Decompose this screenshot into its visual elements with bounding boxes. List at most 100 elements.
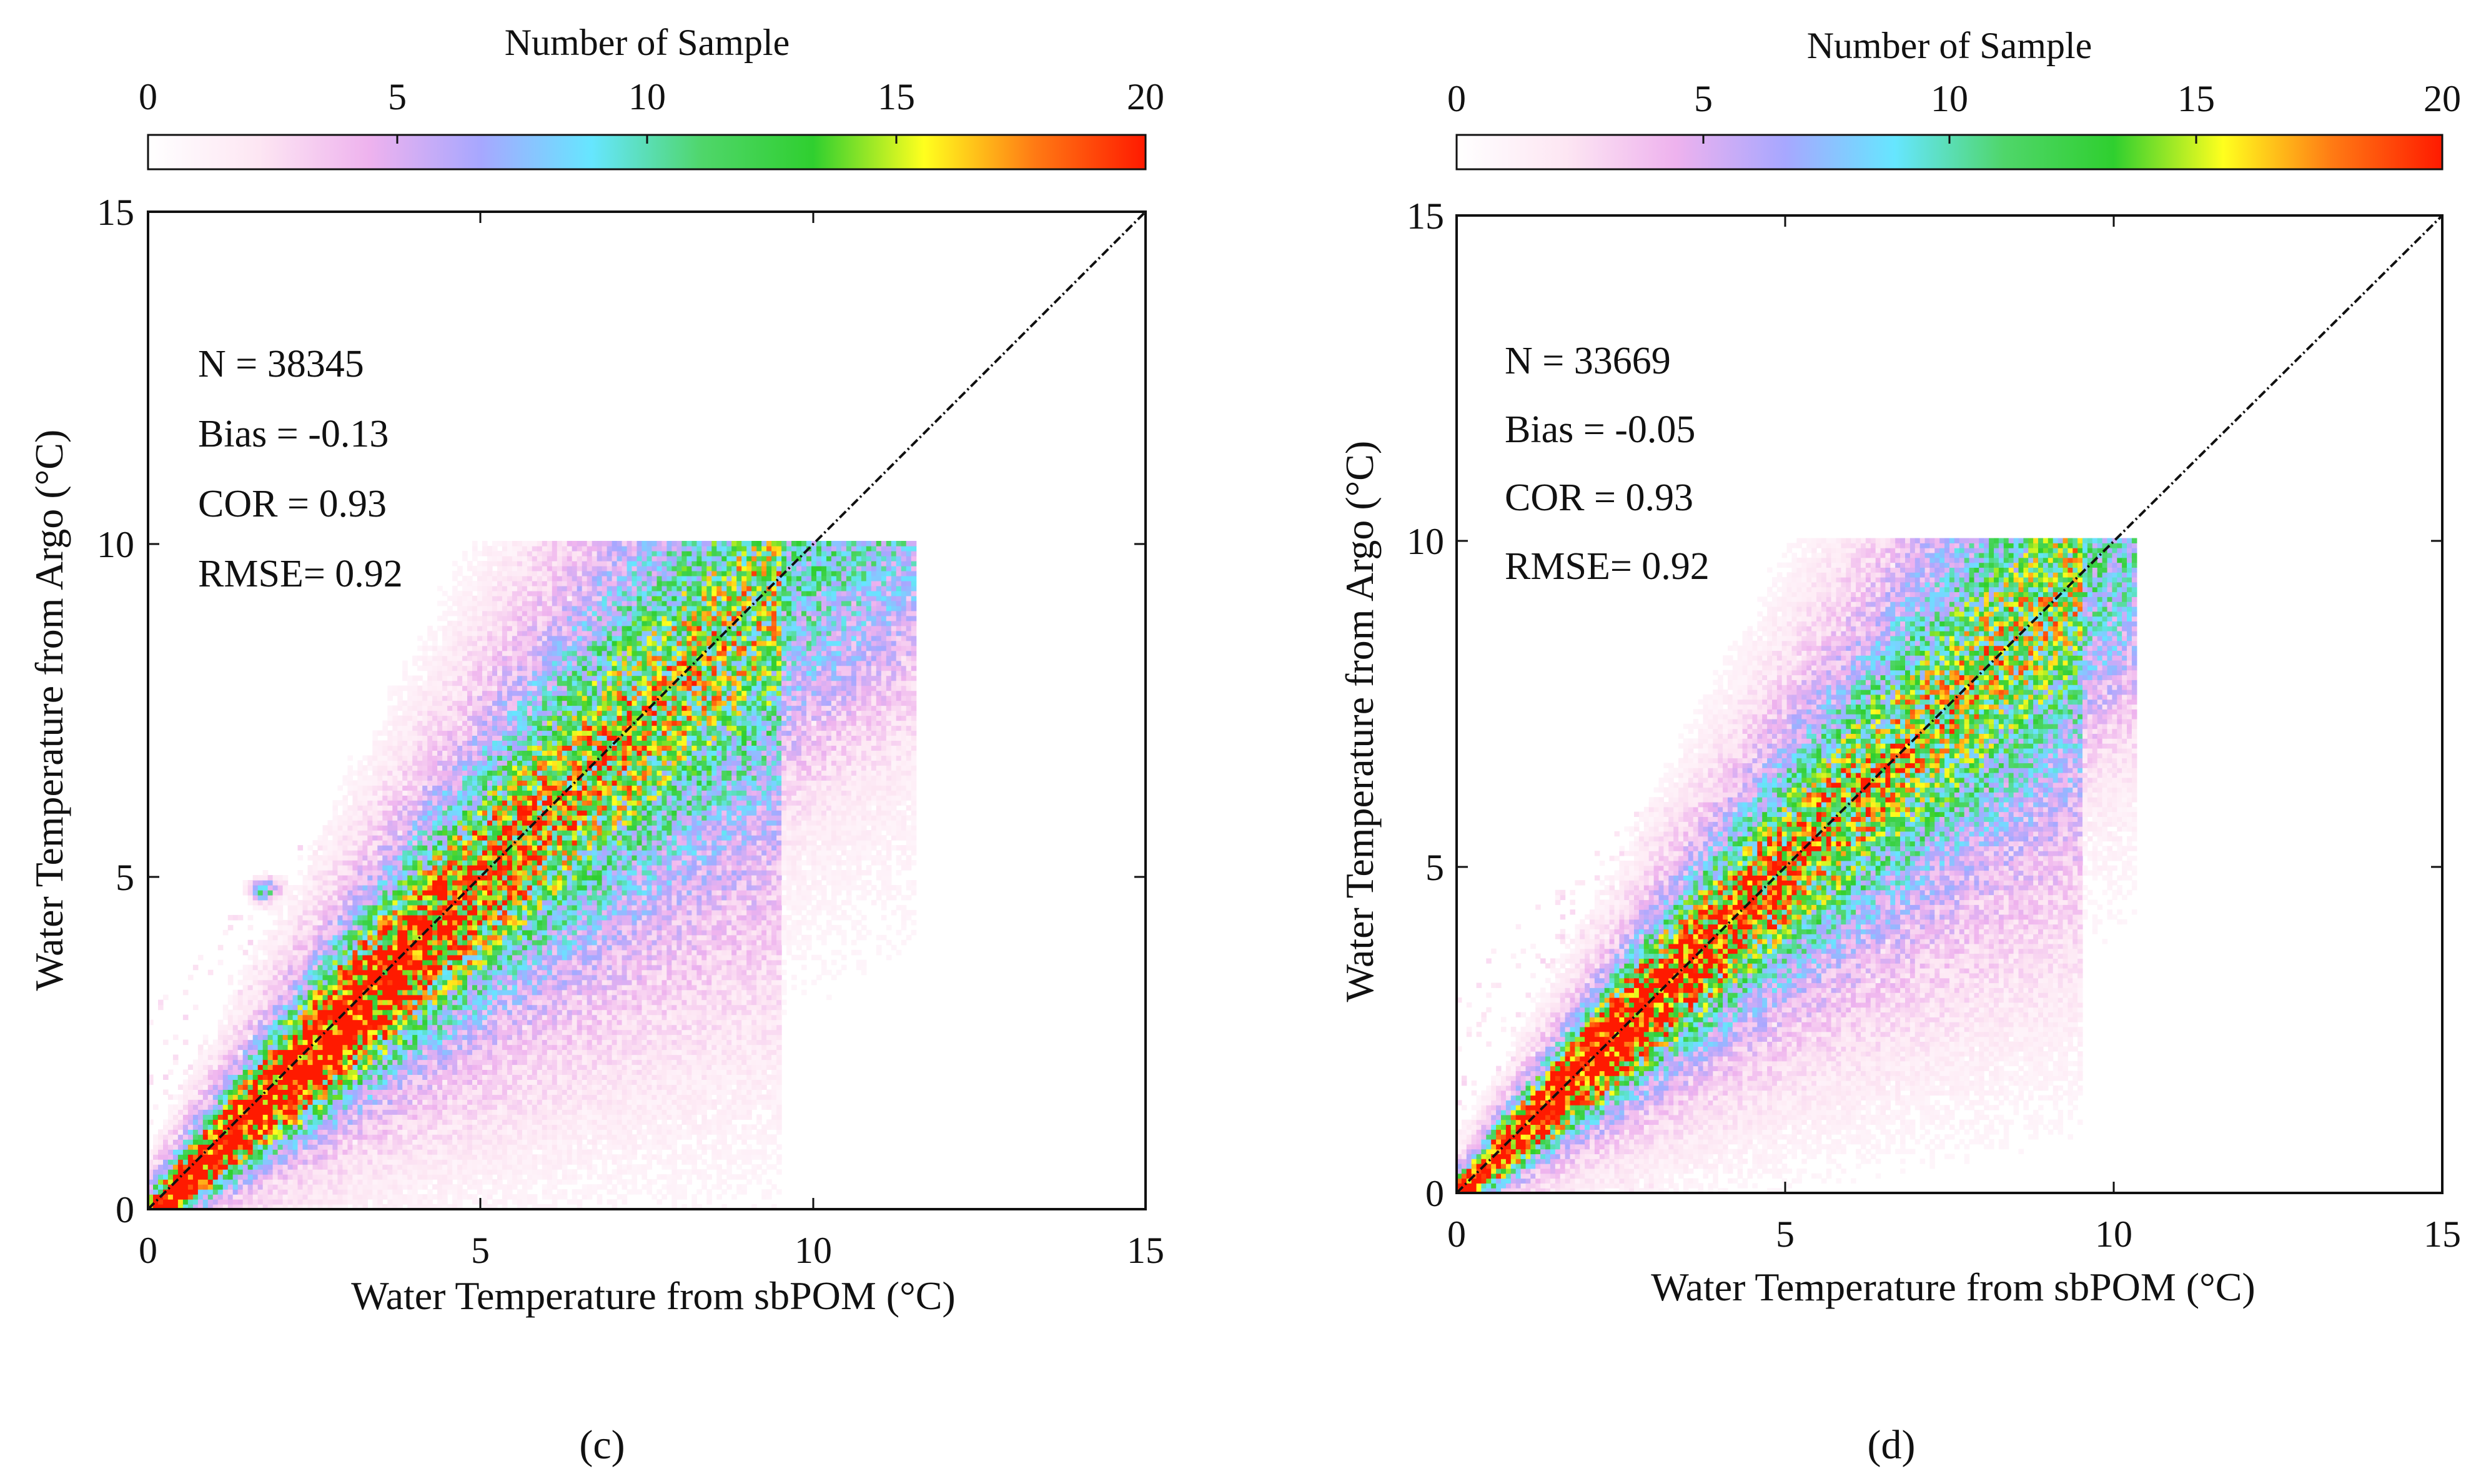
heatmap-cell [342,989,348,996]
heatmap-cell [272,1154,279,1160]
heatmap-cell [397,1154,403,1160]
heatmap-cell [442,909,448,916]
heatmap-cell [477,685,483,691]
heatmap-cell [447,899,453,906]
heatmap-cell [482,1134,488,1140]
heatmap-cell [477,835,483,841]
heatmap-cell [277,1044,284,1051]
heatmap-cell [257,1149,264,1155]
heatmap-cell [277,1174,284,1180]
heatmap-cell [422,725,428,731]
heatmap-cell [372,785,378,791]
heatmap-cell [247,894,254,901]
heatmap-cell [412,1179,418,1185]
heatmap-cell [467,685,473,691]
heatmap-cell [482,1199,488,1205]
heatmap-cell [427,1154,433,1160]
heatmap-cell [332,989,338,996]
heatmap-cell [302,929,309,936]
heatmap-cell [402,1054,408,1061]
heatmap-cell [277,1084,284,1090]
heatmap-cell [382,959,388,966]
heatmap-cell [367,1189,373,1195]
heatmap-cell [392,894,398,901]
heatmap-cell [472,909,478,916]
heatmap-cell [272,974,279,981]
heatmap-cell [402,1009,408,1016]
heatmap-cell [297,959,304,966]
heatmap-cell [382,725,388,731]
heatmap-cell [452,944,458,951]
heatmap-cell [212,1099,219,1105]
heatmap-cell [467,715,473,721]
heatmap-cell [217,1034,224,1041]
heatmap-cell [442,974,448,981]
heatmap-cell [237,1009,244,1016]
heatmap-cell [422,1099,428,1105]
heatmap-cell [402,1004,408,1011]
heatmap-cell [382,745,388,751]
heatmap-cell [252,974,259,981]
heatmap-cell [472,929,478,936]
heatmap-cell [407,725,413,731]
heatmap-cell [367,914,373,921]
heatmap-cell [212,1124,219,1130]
heatmap-cell [457,660,463,666]
heatmap-cell [292,1054,299,1061]
heatmap-cell [282,1144,289,1150]
heatmap-cell [427,944,433,951]
heatmap-cell [472,1179,478,1185]
heatmap-cell [437,1029,443,1036]
heatmap-cell [407,815,413,821]
heatmap-cell [412,1119,418,1125]
heatmap-cell [302,1099,309,1105]
heatmap-cell [347,790,353,796]
heatmap-cell [432,865,438,871]
heatmap-cell [267,894,274,901]
heatmap-cell [272,1099,279,1105]
heatmap-cell [392,994,398,1001]
heatmap-cell [297,1194,304,1200]
heatmap-cell [342,1184,348,1190]
heatmap-cell [477,840,483,846]
heatmap-cell [472,750,478,756]
heatmap-cell [267,1114,274,1120]
heatmap-cell [467,805,473,811]
heatmap-cell [392,909,398,916]
heatmap-cell [382,964,388,971]
heatmap-cell [237,1109,244,1115]
heatmap-cell [417,700,423,706]
heatmap-cell [342,919,348,926]
heatmap-cell [302,1029,309,1036]
heatmap-cell [252,944,259,951]
heatmap-cell [332,845,338,851]
heatmap-cell [312,1174,319,1180]
heatmap-cell [362,1094,368,1100]
heatmap-cell [447,730,453,736]
heatmap-cell [267,1189,274,1195]
heatmap-cell [322,944,329,951]
heatmap-cell [312,1069,319,1075]
heatmap-cell [477,944,483,951]
heatmap-cell [307,939,314,946]
heatmap-cell [332,914,338,921]
heatmap-cell [257,1154,264,1160]
heatmap-cell [452,595,458,601]
heatmap-cell [342,800,348,806]
heatmap-cell [158,1189,164,1195]
heatmap-cell [148,1169,154,1175]
heatmap-cell [442,1129,448,1135]
heatmap-cell [442,750,448,756]
heatmap-cell [437,1179,443,1185]
heatmap-cell [432,710,438,716]
heatmap-cell [467,954,473,961]
heatmap-cell [297,1184,304,1190]
heatmap-cell [257,1034,264,1041]
heatmap-cell [327,994,334,1001]
heatmap-cell [297,1144,304,1150]
heatmap-cell [302,1149,309,1155]
heatmap-cell [462,1074,468,1080]
heatmap-cell [357,760,363,766]
heatmap-cell [292,894,299,901]
heatmap-cell [447,909,453,916]
